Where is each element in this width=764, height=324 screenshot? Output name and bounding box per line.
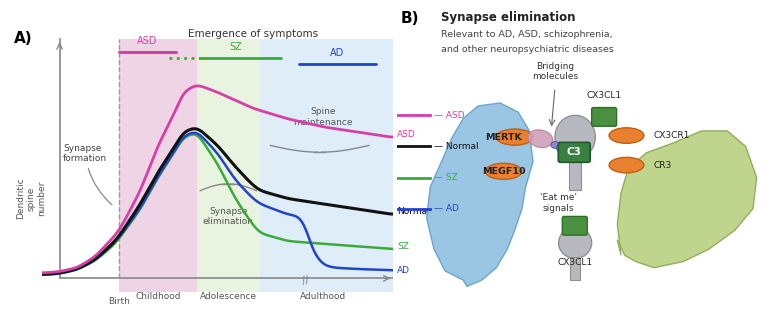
Text: AD: AD [397,266,410,275]
Bar [260,39,393,292]
Text: Synapse
formation: Synapse formation [63,144,112,205]
Text: ASD: ASD [138,36,157,46]
Polygon shape [426,103,533,286]
Text: Birth: Birth [108,297,131,306]
Ellipse shape [558,227,591,259]
Text: — SZ: — SZ [434,173,458,182]
Ellipse shape [555,115,595,159]
Text: Spine
maintenance: Spine maintenance [293,108,353,127]
Polygon shape [617,131,756,268]
Text: B): B) [401,11,419,26]
Ellipse shape [609,157,644,173]
Text: — Normal: — Normal [434,142,478,151]
FancyBboxPatch shape [562,216,588,235]
Bar [119,39,196,292]
Text: MERTK: MERTK [485,133,522,142]
Text: Childhood: Childhood [135,292,181,301]
Text: CX3CR1: CX3CR1 [654,131,691,140]
Text: 'Eat me'
signals: 'Eat me' signals [540,193,577,213]
Text: SZ: SZ [397,242,409,251]
Polygon shape [569,157,581,190]
Circle shape [556,145,565,151]
Text: //: // [302,275,309,286]
Text: CX3CL1: CX3CL1 [587,91,622,100]
Ellipse shape [609,128,644,143]
Text: — AD: — AD [434,204,459,213]
Text: — ASD: — ASD [434,111,465,120]
Text: MEGF10: MEGF10 [482,167,526,176]
Circle shape [551,142,559,148]
Text: Synapse elimination: Synapse elimination [442,11,576,24]
Text: AD: AD [330,48,345,58]
Text: CX3CL1: CX3CL1 [557,259,592,267]
Polygon shape [571,257,580,280]
Text: Adolescence: Adolescence [199,292,257,301]
Text: A): A) [14,31,33,46]
Text: Synapse
elimination: Synapse elimination [202,207,254,226]
Text: Bridging
molecules: Bridging molecules [532,62,578,82]
Text: CR3: CR3 [654,161,672,169]
Text: Relevant to AD, ASD, schizophrenia,: Relevant to AD, ASD, schizophrenia, [442,30,613,39]
Bar [196,39,260,292]
Text: Adulthood: Adulthood [300,292,346,301]
Text: Dendritic
spine
number: Dendritic spine number [17,178,47,219]
Circle shape [560,148,568,155]
Text: and other neuropsychiatric diseases: and other neuropsychiatric diseases [442,45,614,54]
Text: C3: C3 [567,147,581,157]
Ellipse shape [528,130,553,147]
Text: Emergence of symptoms: Emergence of symptoms [188,29,318,39]
Ellipse shape [485,163,522,179]
FancyBboxPatch shape [591,108,617,126]
Text: ASD: ASD [397,130,416,139]
Text: SZ: SZ [229,42,241,52]
Text: Normal: Normal [397,207,429,216]
Ellipse shape [497,129,533,145]
FancyBboxPatch shape [558,143,590,162]
